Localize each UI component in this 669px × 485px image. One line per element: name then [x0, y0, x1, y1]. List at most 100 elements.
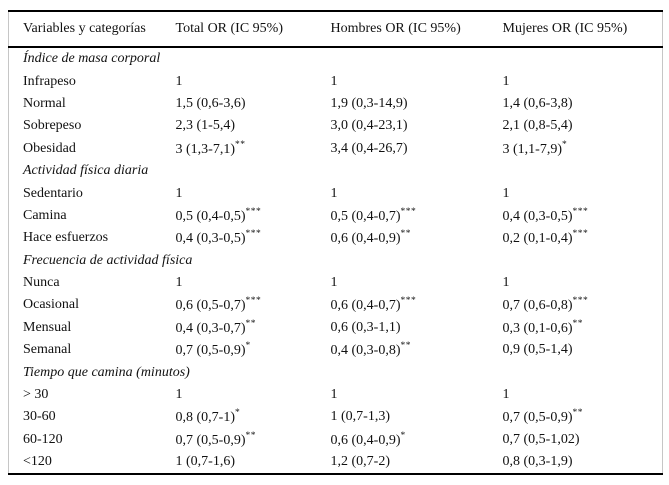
significance-asterisks: ***: [572, 206, 589, 217]
row-label: 30-60: [23, 409, 56, 425]
significance-asterisks: ***: [572, 296, 589, 307]
section-row: Actividad física diaria: [9, 160, 663, 182]
table-row: Hace esfuerzos 0,4 (0,3-0,5)*** 0,6 (0,4-0…: [9, 227, 663, 249]
row-label: Camina: [23, 207, 67, 223]
or-value: 0,6 (0,4-0,9): [330, 432, 401, 448]
or-value: 2,1 (0,8-5,4): [502, 118, 573, 134]
odds-ratio-table: Variables y categorías Total OR (IC 95%)…: [8, 10, 663, 476]
or-value-cell: 1,4 (0,6-3,8): [503, 93, 663, 115]
or-value-cell: 1: [503, 70, 663, 92]
or-value: 1: [175, 73, 183, 89]
or-value-cell: 0,4 (0,3-0,7)**: [176, 317, 331, 339]
significance-asterisks: ***: [245, 296, 262, 307]
or-value-cell: 0,3 (0,1-0,6)**: [503, 317, 663, 339]
or-value: 1: [502, 73, 510, 89]
or-value: 0,5 (0,4-0,5): [175, 208, 246, 224]
or-value-cell: 0,4 (0,3-0,5)***: [503, 205, 663, 227]
significance-asterisks: *: [245, 341, 251, 352]
or-value: 1,5 (0,6-3,6): [175, 95, 246, 111]
section-title: Tiempo que camina (minutos): [23, 364, 190, 380]
or-value-cell: 1: [176, 70, 331, 92]
significance-asterisks: **: [245, 430, 256, 441]
or-value-cell: 0,6 (0,4-0,9)*: [331, 429, 503, 451]
or-value: 0,3 (0,1-0,6): [502, 320, 573, 336]
table-row: > 30 1 1 1: [9, 384, 663, 406]
row-label: Mensual: [23, 319, 72, 335]
or-value: 0,7 (0,5-1,02): [502, 431, 580, 447]
table-row: 30-60 0,8 (0,7-1)* 1 (0,7-1,3) 0,7 (0,5-0,9…: [9, 406, 663, 428]
or-value-cell: 1,9 (0,3-14,9): [331, 93, 503, 115]
or-value: 3,4 (0,4-26,7): [330, 140, 408, 156]
or-value-cell: 3,0 (0,4-23,1): [331, 115, 503, 137]
or-value: 1: [175, 387, 183, 403]
table-row: Normal 1,5 (0,6-3,6) 1,9 (0,3-14,9) 1,4 (0,…: [9, 93, 663, 115]
or-value-cell: 0,4 (0,3-0,8)**: [331, 339, 503, 361]
significance-asterisks: **: [245, 318, 256, 329]
row-label: Sobrepeso: [23, 118, 82, 134]
significance-asterisks: **: [572, 408, 583, 419]
or-value-cell: 1: [176, 384, 331, 406]
significance-asterisks: **: [400, 341, 411, 352]
or-value: 0,4 (0,3-0,5): [175, 231, 246, 247]
table-row: <120 1 (0,7-1,6) 1,2 (0,7-2) 0,8 (0,3-1,9): [9, 451, 663, 474]
or-value: 0,2 (0,1-0,4): [502, 231, 573, 247]
or-value: 3,0 (0,4-23,1): [330, 118, 408, 134]
significance-asterisks: **: [572, 318, 583, 329]
significance-asterisks: *: [400, 430, 406, 441]
row-label: Normal: [23, 95, 66, 111]
table-body: Índice de masa corporal Infrapeso 1 1 1 Norma…: [9, 47, 663, 474]
or-value-cell: 0,6 (0,4-0,7)***: [331, 294, 503, 316]
table-row: Camina 0,5 (0,4-0,5) *** 0,5 (0,4-0,7)*** 0,…: [9, 205, 663, 227]
section-row: Índice de masa corporal: [9, 47, 663, 70]
or-value-cell: 1: [331, 182, 503, 204]
table-row: Mensual 0,4 (0,3-0,7)** 0,6 (0,3-1,1) 0,3 (…: [9, 317, 663, 339]
or-value-cell: 0,8 (0,3-1,9): [503, 451, 663, 474]
or-value: 0,9 (0,5-1,4): [502, 342, 573, 358]
or-value: 1,2 (0,7-2): [330, 454, 391, 470]
or-value-cell: 0,6 (0,3-1,1): [331, 317, 503, 339]
or-value: 0,4 (0,3-0,7): [175, 320, 246, 336]
or-value: 0,7 (0,5-0,9): [175, 343, 246, 359]
or-value-cell: 0,7 (0,6-0,8)***: [503, 294, 663, 316]
or-value-cell: 0,7 (0,5-1,02): [503, 429, 663, 451]
column-header-total: Total OR (IC 95%): [175, 11, 331, 48]
or-value: 1 (0,7-1,6): [175, 454, 236, 470]
or-value-cell: 0,5 (0,4-0,7)***: [331, 205, 503, 227]
row-label: Nunca: [23, 275, 60, 291]
or-value-cell: 0,8 (0,7-1)*: [176, 406, 331, 428]
or-value-cell: 1 (0,7-1,6): [176, 451, 331, 474]
significance-asterisks: **: [400, 229, 411, 240]
row-label: 60-120: [23, 431, 63, 447]
or-value-cell: 0,7 (0,5-0,9)**: [503, 406, 663, 428]
or-value: 0,6 (0,3-1,1): [330, 319, 401, 335]
or-value: 1,4 (0,6-3,8): [502, 95, 573, 111]
significance-asterisks: ***: [572, 229, 589, 240]
table-row: Obesidad 3 (1,3-7,1)** 3,4 (0,4-26,7) 3 (1,…: [9, 138, 663, 160]
column-header-hombres: Hombres OR (IC 95%): [330, 11, 503, 48]
or-value-cell: 1: [331, 384, 503, 406]
section-title: Índice de masa corporal: [23, 51, 161, 67]
section-row: Tiempo que camina (minutos): [9, 361, 663, 383]
or-value-cell: 0,2 (0,1-0,4)***: [503, 227, 663, 249]
significance-asterisks: *: [562, 139, 568, 150]
section-title: Actividad física diaria: [23, 163, 149, 179]
or-value: 0,4 (0,3-0,8): [330, 343, 401, 359]
or-value-cell: 0,9 (0,5-1,4): [503, 339, 663, 361]
or-value: 1: [175, 185, 183, 201]
or-value-cell: 1: [331, 272, 503, 294]
or-value-cell: 0,7 (0,5-0,9)*: [176, 339, 331, 361]
or-value-cell: 1 (0,7-1,3): [331, 406, 503, 428]
significance-asterisks: ***: [245, 229, 262, 240]
or-value: 1: [330, 73, 338, 89]
or-value-cell: 3 (1,3-7,1)**: [176, 138, 331, 160]
row-label: <120: [23, 454, 52, 470]
section-row: Frecuencia de actividad física: [9, 250, 663, 272]
or-value: 3 (1,3-7,1): [175, 141, 236, 157]
or-value: 1: [502, 387, 510, 403]
or-value-cell: 0,4 (0,3-0,5)***: [176, 227, 331, 249]
section-title: Frecuencia de actividad física: [23, 252, 193, 268]
row-label: Infrapeso: [23, 73, 76, 89]
or-value-cell: 1: [331, 70, 503, 92]
table-header: Variables y categorías Total OR (IC 95%)…: [8, 11, 663, 48]
or-value: 0,7 (0,6-0,8): [502, 298, 573, 314]
